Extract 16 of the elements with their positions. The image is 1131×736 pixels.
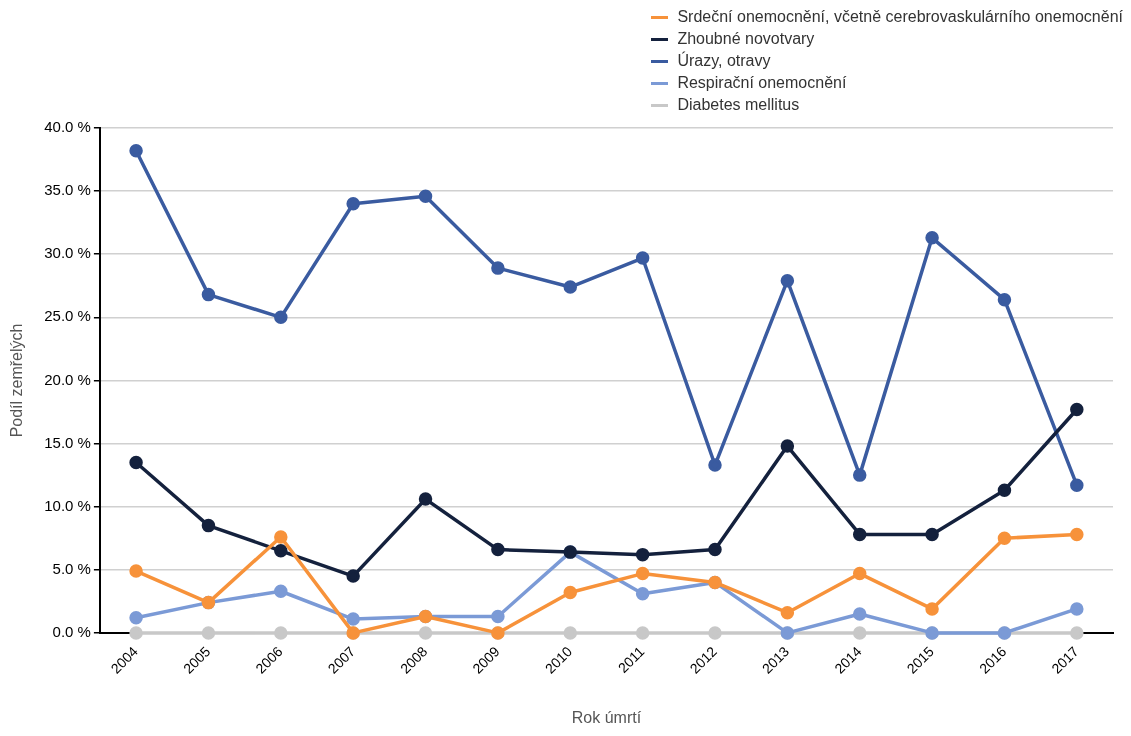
- legend-label: Respirační onemocnění: [677, 73, 847, 93]
- legend-label: Srdeční onemocnění, včetně cerebrovaskulárního onemocnění: [677, 7, 1123, 27]
- legend-label: Úrazy, otravy: [677, 50, 771, 71]
- y-tick-label: 35.0 %: [44, 181, 91, 199]
- y-tick-label: 40.0 %: [44, 118, 91, 136]
- y-tick-label: 30.0 %: [44, 244, 91, 262]
- y-tick-label: 0.0 %: [52, 623, 91, 641]
- y-tick-label: 15.0 %: [44, 433, 91, 451]
- legend-label: Zhoubné novotvary: [677, 29, 815, 49]
- y-tick-label: 20.0 %: [44, 370, 91, 388]
- y-tick-label: 10.0 %: [44, 496, 91, 514]
- y-axis-title: Podíl zemřelých: [8, 323, 26, 438]
- y-tick-label: 5.0 %: [52, 559, 91, 577]
- legend-label: Diabetes mellitus: [677, 95, 800, 115]
- x-axis-title: Rok úmrtí: [571, 708, 642, 726]
- y-tick-label: 25.0 %: [44, 307, 91, 325]
